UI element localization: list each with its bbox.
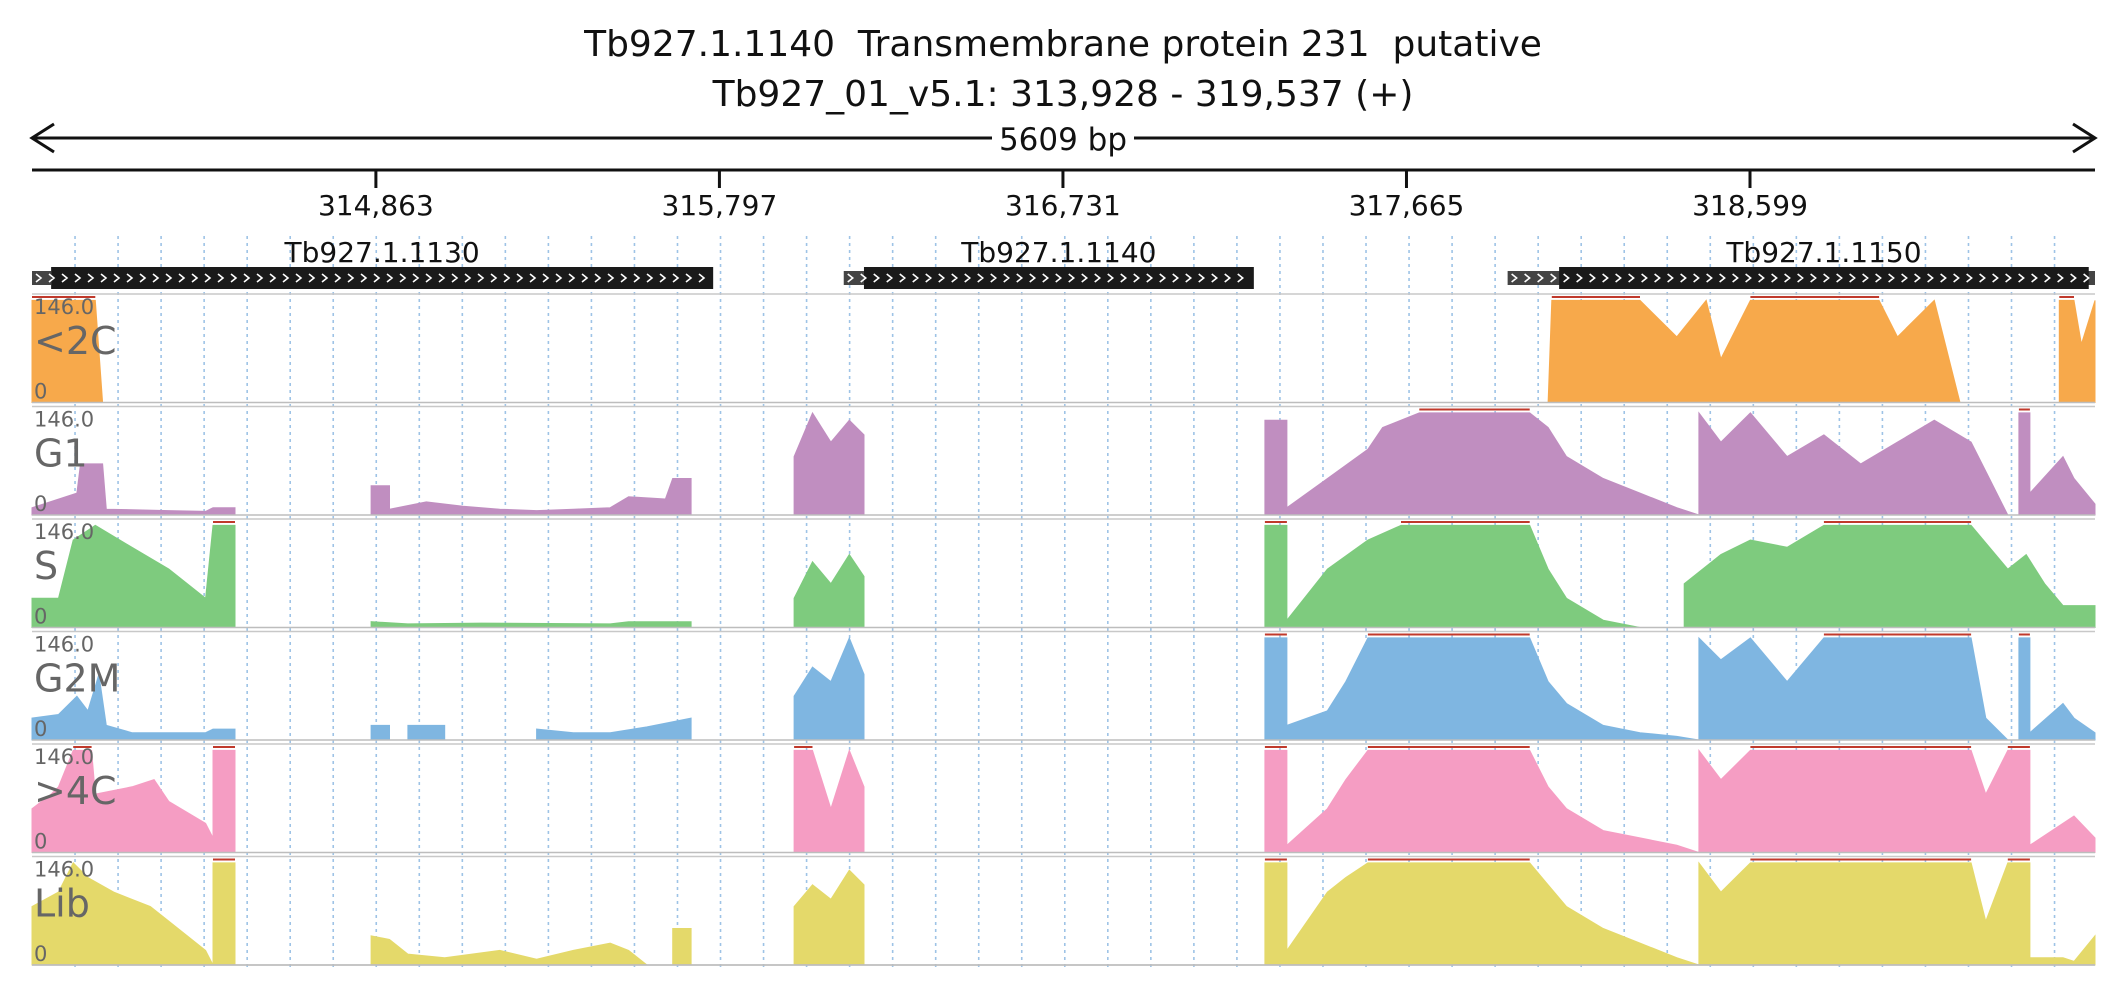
coverage-area [31,636,2096,741]
track-<2C: 146.0<2C 0 [31,293,2096,404]
track-name: S [34,544,58,588]
x-tick-label: 315,797 [662,189,778,222]
gene-label: Tb927.1.1150 [1725,236,1921,269]
y-max-label: 146.0 [34,295,94,319]
y-max-label: 146.0 [34,745,94,769]
gene-track: Tb927.1.1130 Tb927.1.1140 Tb927.1.1150 [32,236,2095,289]
track-name: G1 [34,432,88,476]
y-min-label: 0 [34,380,47,404]
track->4C: 146.0>4C 0 [31,743,2096,854]
track-name: Lib [34,882,90,926]
y-min-label: 0 [34,605,47,629]
x-axis-ticks: 314,863 315,797 316,731 317,665 318,599 [318,170,1808,222]
span-arrow-right-icon [2072,122,2098,154]
y-max-label: 146.0 [34,408,94,432]
track-name: <2C [34,319,117,363]
gene-label: Tb927.1.1140 [960,236,1156,269]
gene-strand-arrows-icon [1511,273,2090,283]
gene-label: Tb927.1.1130 [284,236,480,269]
x-tick-label: 318,599 [1692,189,1808,222]
chart-subtitle: Tb927_01_v5.1: 313,928 - 319,537 (+) [712,74,1414,115]
gene-Tb927.1.1150: Tb927.1.1150 [1507,236,2095,289]
track-S: 146.0S 0 [31,518,2096,629]
coverage-area [31,748,2096,854]
y-min-label: 0 [34,942,47,966]
coverage-tracks: 146.0<2C0146.0G10146.0S0146.0G2M0146.0>4… [31,293,2096,966]
coverage-area [31,411,2096,516]
y-max-label: 146.0 [34,520,94,544]
span-arrow-left-icon [29,122,55,154]
span-label-bg [992,120,1134,156]
gene-cds [863,267,1254,289]
y-max-label: 146.0 [34,858,94,882]
gene-Tb927.1.1140: Tb927.1.1140 [843,236,1254,289]
coverage-area [31,299,2096,403]
track-G1: 146.0G1 0 [31,405,2096,516]
y-min-label: 0 [34,717,47,741]
x-tick-label: 317,665 [1349,189,1465,222]
x-tick-label: 314,863 [318,189,434,222]
x-tick-label: 316,731 [1005,189,1121,222]
y-min-label: 0 [34,492,47,516]
coverage-area [31,524,2096,628]
y-max-label: 146.0 [34,633,94,657]
gene-strand-arrows-icon [35,273,706,283]
gene-cds [1559,267,2089,289]
coverage-area [31,861,2096,966]
gene-Tb927.1.1130: Tb927.1.1130 [32,236,714,289]
gene-strand-arrows-icon [847,273,1245,283]
y-min-label: 0 [34,830,47,854]
chart-title: Tb927.1.1140 Transmembrane protein 231 p… [584,24,1542,65]
track-name: G2M [34,657,120,701]
gene-cds [51,267,714,289]
span-label: 5609 bp [999,122,1127,158]
track-name: >4C [34,769,117,813]
